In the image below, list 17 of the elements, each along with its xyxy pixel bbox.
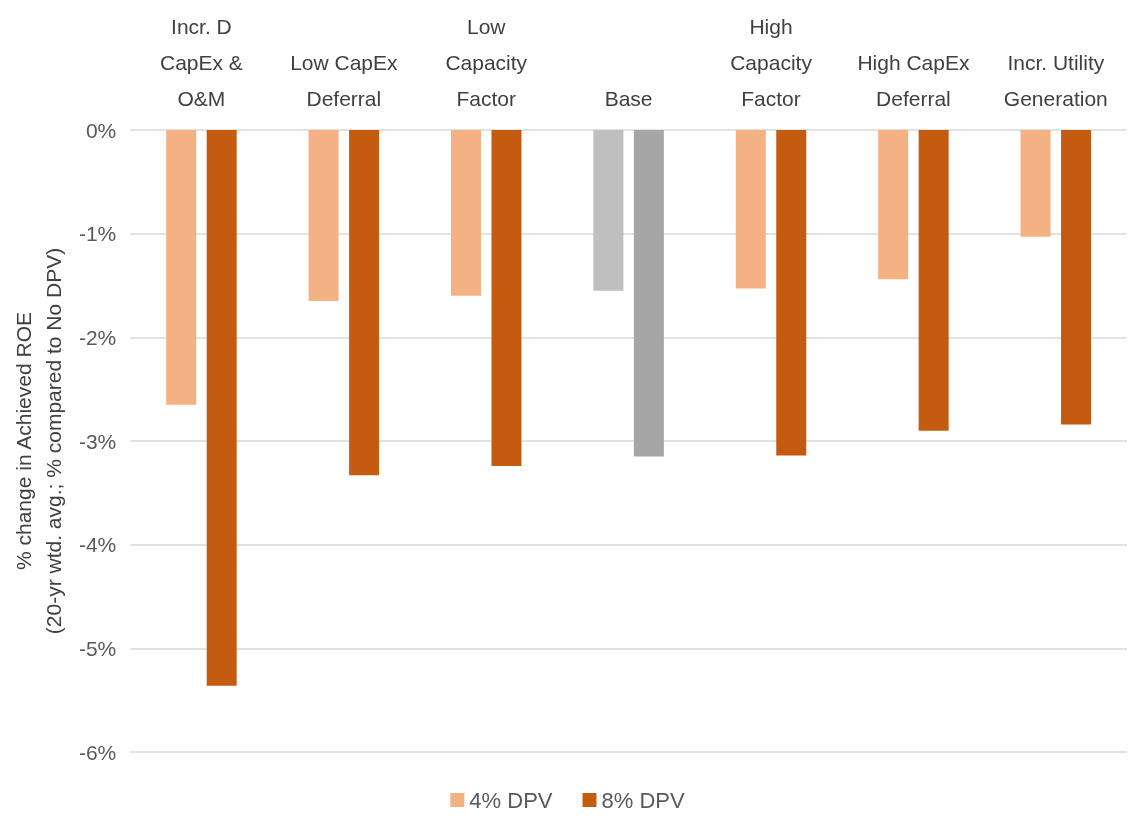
x-tick-label: Low CapEx Deferral (290, 50, 399, 110)
x-tick-label: Base (604, 86, 653, 110)
y-tick-label: -6% (78, 740, 117, 764)
x-tick-label: Incr. D CapEx & O&M (160, 14, 243, 110)
y-tick-label: 0% (85, 118, 117, 142)
x-tick-label: Incr. Utility Generation (1003, 50, 1108, 110)
x-tick-label: High Capacity Factor (730, 14, 813, 110)
x-tick-label: Low Capacity Factor (445, 14, 528, 110)
legend-label: 4% DPV (469, 787, 553, 813)
y-tick-label: -2% (78, 325, 117, 349)
y-tick-label: -3% (78, 429, 117, 453)
y-tick-label: -4% (78, 533, 117, 557)
legend-label: 8% DPV (601, 787, 685, 813)
x-tick-label: High CapEx Deferral (857, 50, 970, 110)
y-tick-label: -5% (78, 636, 117, 660)
y-axis-title: % change in Achieved ROE (20-yr wtd. avg.; % compared to No DPV) (11, 247, 65, 635)
y-tick-label: -1% (78, 222, 117, 246)
